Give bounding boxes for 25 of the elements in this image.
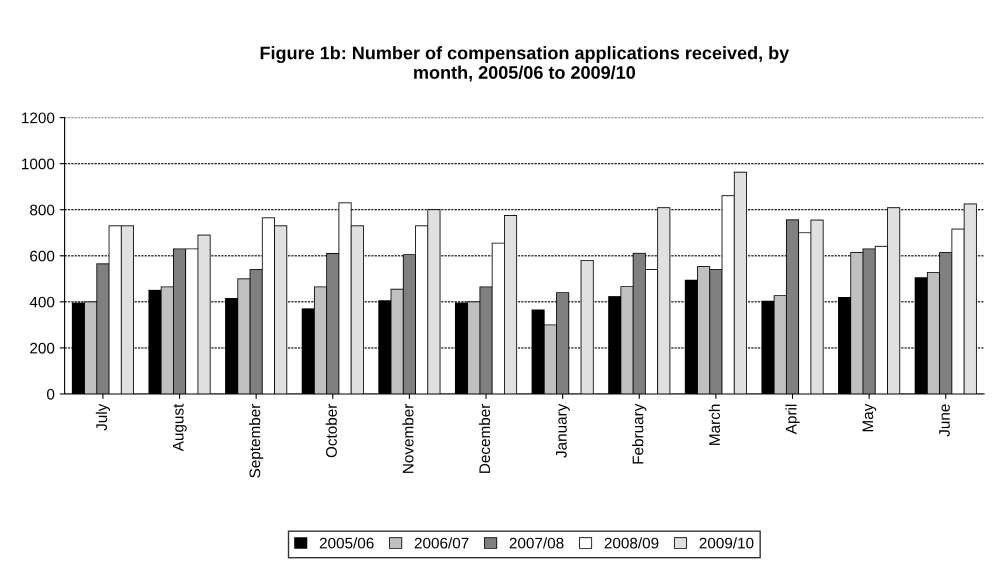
- legend-label: 2009/10: [700, 537, 754, 549]
- x-tick-label: June: [939, 404, 950, 437]
- legend-label: 2006/07: [414, 537, 468, 549]
- y-tick-label: 400: [30, 296, 54, 308]
- legend-label: 2007/08: [510, 537, 564, 549]
- y-tick-label: 0: [46, 388, 54, 400]
- y-tick-label: 800: [30, 204, 54, 216]
- x-tick-label: November: [402, 404, 414, 473]
- chart-title: Figure 1b: Number of compensation applications received, by month, 2005/06 to 2009/10: [260, 46, 790, 82]
- x-tick-label: September: [249, 404, 264, 478]
- x-tick-label: February: [632, 404, 646, 464]
- y-tick-label: 1000: [22, 158, 54, 170]
- x-tick-label: October: [326, 404, 337, 458]
- x-tick-label: December: [478, 404, 490, 473]
- x-tick-label: March: [708, 404, 720, 445]
- y-tick-label: 600: [30, 250, 54, 262]
- x-tick-label: August: [172, 404, 187, 452]
- legend-label: 2008/09: [604, 537, 658, 549]
- x-tick-label: July: [96, 404, 110, 431]
- x-tick-label: April: [785, 404, 800, 434]
- legend-label: 2005/06: [320, 537, 374, 549]
- x-tick-label: January: [556, 404, 570, 458]
- y-tick-label: 1200: [22, 112, 54, 124]
- y-tick-label: 200: [30, 342, 54, 354]
- x-tick-label: May: [862, 404, 876, 432]
